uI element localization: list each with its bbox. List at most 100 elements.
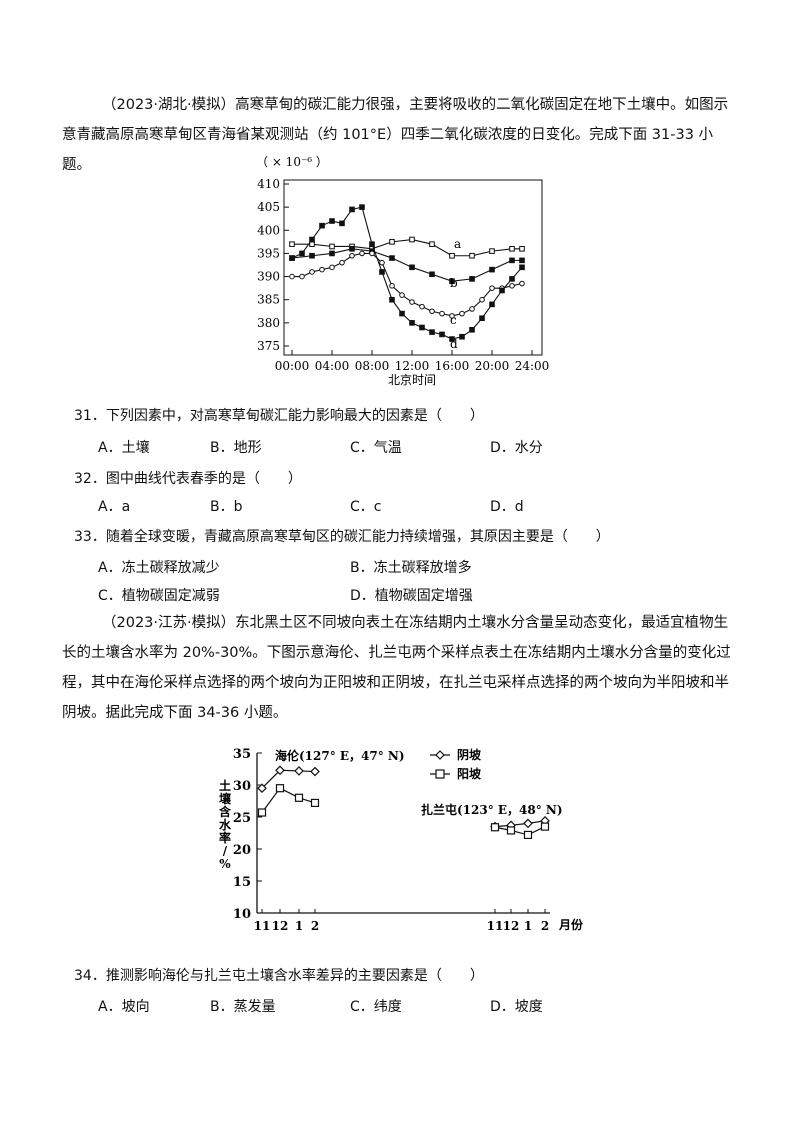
series-d-point [299, 250, 305, 257]
chart1-ytick-label: 410 [257, 177, 280, 191]
legend-square-marker [435, 769, 445, 779]
series-a-point [509, 246, 515, 252]
series-c-point [329, 264, 335, 271]
series-c-point [449, 313, 455, 319]
series-c-point [489, 285, 495, 291]
series-d-point [359, 204, 365, 210]
question-32-stem: 32．图中曲线代表春季的是（ ） [74, 471, 302, 487]
chart2-series-line [261, 769, 316, 789]
q33-option-d[interactable]: D．植物碳固定增强 [350, 588, 473, 604]
series-c-point [349, 252, 355, 259]
question-33-stem: 33．随着全球变暖，青藏高原高寒草甸区的碳汇能力持续增强，其原因主要是（ ） [74, 529, 610, 545]
series-d-point [459, 333, 465, 340]
q34-option-c[interactable]: C．纬度 [350, 999, 402, 1015]
series-b-point [349, 246, 355, 252]
chart2-square-point [506, 826, 516, 835]
q31-option-b[interactable]: B．地形 [210, 440, 262, 456]
chart2-xtick-label: 1 [295, 919, 303, 933]
series-d-point [379, 269, 385, 275]
chart1-ytick-label: 400 [257, 223, 280, 237]
chart1-xtick-label: 24:00 [515, 359, 550, 373]
chart2-ylabel-char: % [219, 857, 231, 871]
series-c-point [399, 292, 405, 298]
question-34-stem: 34．推测影响海伦与扎兰屯土壤含水率差异的主要因素是（ ） [74, 968, 484, 984]
series-a-point [519, 246, 525, 252]
series-b-point [389, 255, 395, 261]
series-d-point [309, 236, 315, 243]
chart2-ytick-label: 25 [233, 811, 251, 826]
legend-yinpo: 阴坡 [457, 747, 482, 762]
series-c-point [509, 283, 515, 289]
series-b-point [329, 250, 335, 257]
chart2-square-point [490, 823, 500, 832]
series-c-point [339, 259, 345, 266]
chart2-ylabel-char: 含 [219, 804, 232, 819]
series-b-point [409, 264, 415, 271]
series-c-point [409, 299, 415, 305]
series-b-point [519, 257, 525, 264]
chart1-xtick-label: 16:00 [435, 359, 470, 373]
series-d-point [329, 218, 335, 224]
passage-1-text: 高寒草甸的碳汇能力很强，主要将吸收的二氧化碳固定在地下土壤中。如图示意青藏高原高… [62, 97, 729, 173]
series-c-point [429, 308, 435, 315]
chart2-square-point [523, 830, 533, 840]
series-b-point [489, 266, 495, 273]
legend-diamond-marker [435, 750, 445, 760]
series-d-point [399, 310, 405, 317]
series-b-point [429, 271, 435, 278]
q32-option-c[interactable]: C．c [350, 499, 382, 515]
series-d-point [479, 315, 485, 322]
series-b-point [309, 252, 315, 259]
passage-2-source: （2023·江苏·模拟） [102, 615, 236, 631]
passage-2: （2023·江苏·模拟）东北黑土区不同坡向表土在冻结期内土壤水分含量呈动态变化，… [62, 608, 742, 728]
series-d-point [439, 331, 445, 338]
q34-option-a[interactable]: A．坡向 [98, 999, 150, 1015]
series-d-point [289, 255, 295, 261]
q32-option-b[interactable]: B．b [210, 499, 243, 515]
series-c-point [309, 269, 315, 275]
series-b-line [291, 248, 522, 282]
series-c-line [292, 252, 523, 317]
q33-option-c[interactable]: C．植物碳固定减弱 [98, 588, 220, 604]
q32-option-a[interactable]: A．a [98, 499, 131, 515]
series-a-point [469, 252, 475, 259]
series-d-line [291, 206, 523, 340]
chart2-diamond-point [294, 766, 304, 776]
chart2-xtick-label: 12 [503, 919, 520, 933]
chart2-ylabel-char: 水 [219, 817, 232, 832]
chart2-square-point [294, 793, 304, 802]
chart1-xtick-label: 20:00 [475, 359, 510, 373]
passage-1: （2023·湖北·模拟）高寒草甸的碳汇能力很强，主要将吸收的二氧化碳固定在地下土… [62, 90, 742, 180]
series-a-point [409, 236, 415, 243]
series-b-point [469, 276, 475, 282]
q32-option-d[interactable]: D．d [490, 499, 524, 515]
series-a-point [329, 243, 335, 250]
series-d-point [419, 324, 425, 331]
chart1-ytick-label: 390 [257, 270, 280, 284]
chart1-ytick-label: 375 [257, 339, 280, 353]
series-d-label: d [450, 337, 458, 351]
chart2-square-point [257, 808, 267, 817]
chart2-ytick-label: 15 [233, 875, 251, 890]
q34-option-d[interactable]: D．坡度 [490, 999, 543, 1015]
series-d-point [389, 296, 395, 303]
chart2-ytick-label: 35 [233, 747, 251, 762]
chart2-series-line [494, 820, 546, 828]
series-c-point [359, 250, 365, 257]
q31-option-a[interactable]: A．土壤 [98, 440, 150, 456]
q34-option-b[interactable]: B．蒸发量 [210, 999, 276, 1015]
q31-option-d[interactable]: D．水分 [490, 440, 543, 456]
q33-option-b[interactable]: B．冻土碳释放增多 [350, 560, 472, 576]
series-c-point [439, 310, 445, 317]
legend-yangpo: 阳坡 [457, 766, 482, 781]
series-c-point [479, 296, 485, 303]
series-c-point [459, 310, 465, 317]
series-c-point [299, 273, 305, 280]
q33-option-a[interactable]: A．冻土碳释放减少 [98, 560, 220, 576]
chart1-ytick-label: 380 [257, 316, 280, 330]
series-d-point [319, 222, 325, 229]
chart2-diamond-point [310, 766, 320, 777]
q31-option-c[interactable]: C．气温 [350, 440, 402, 456]
chart2-square-point [310, 798, 320, 808]
